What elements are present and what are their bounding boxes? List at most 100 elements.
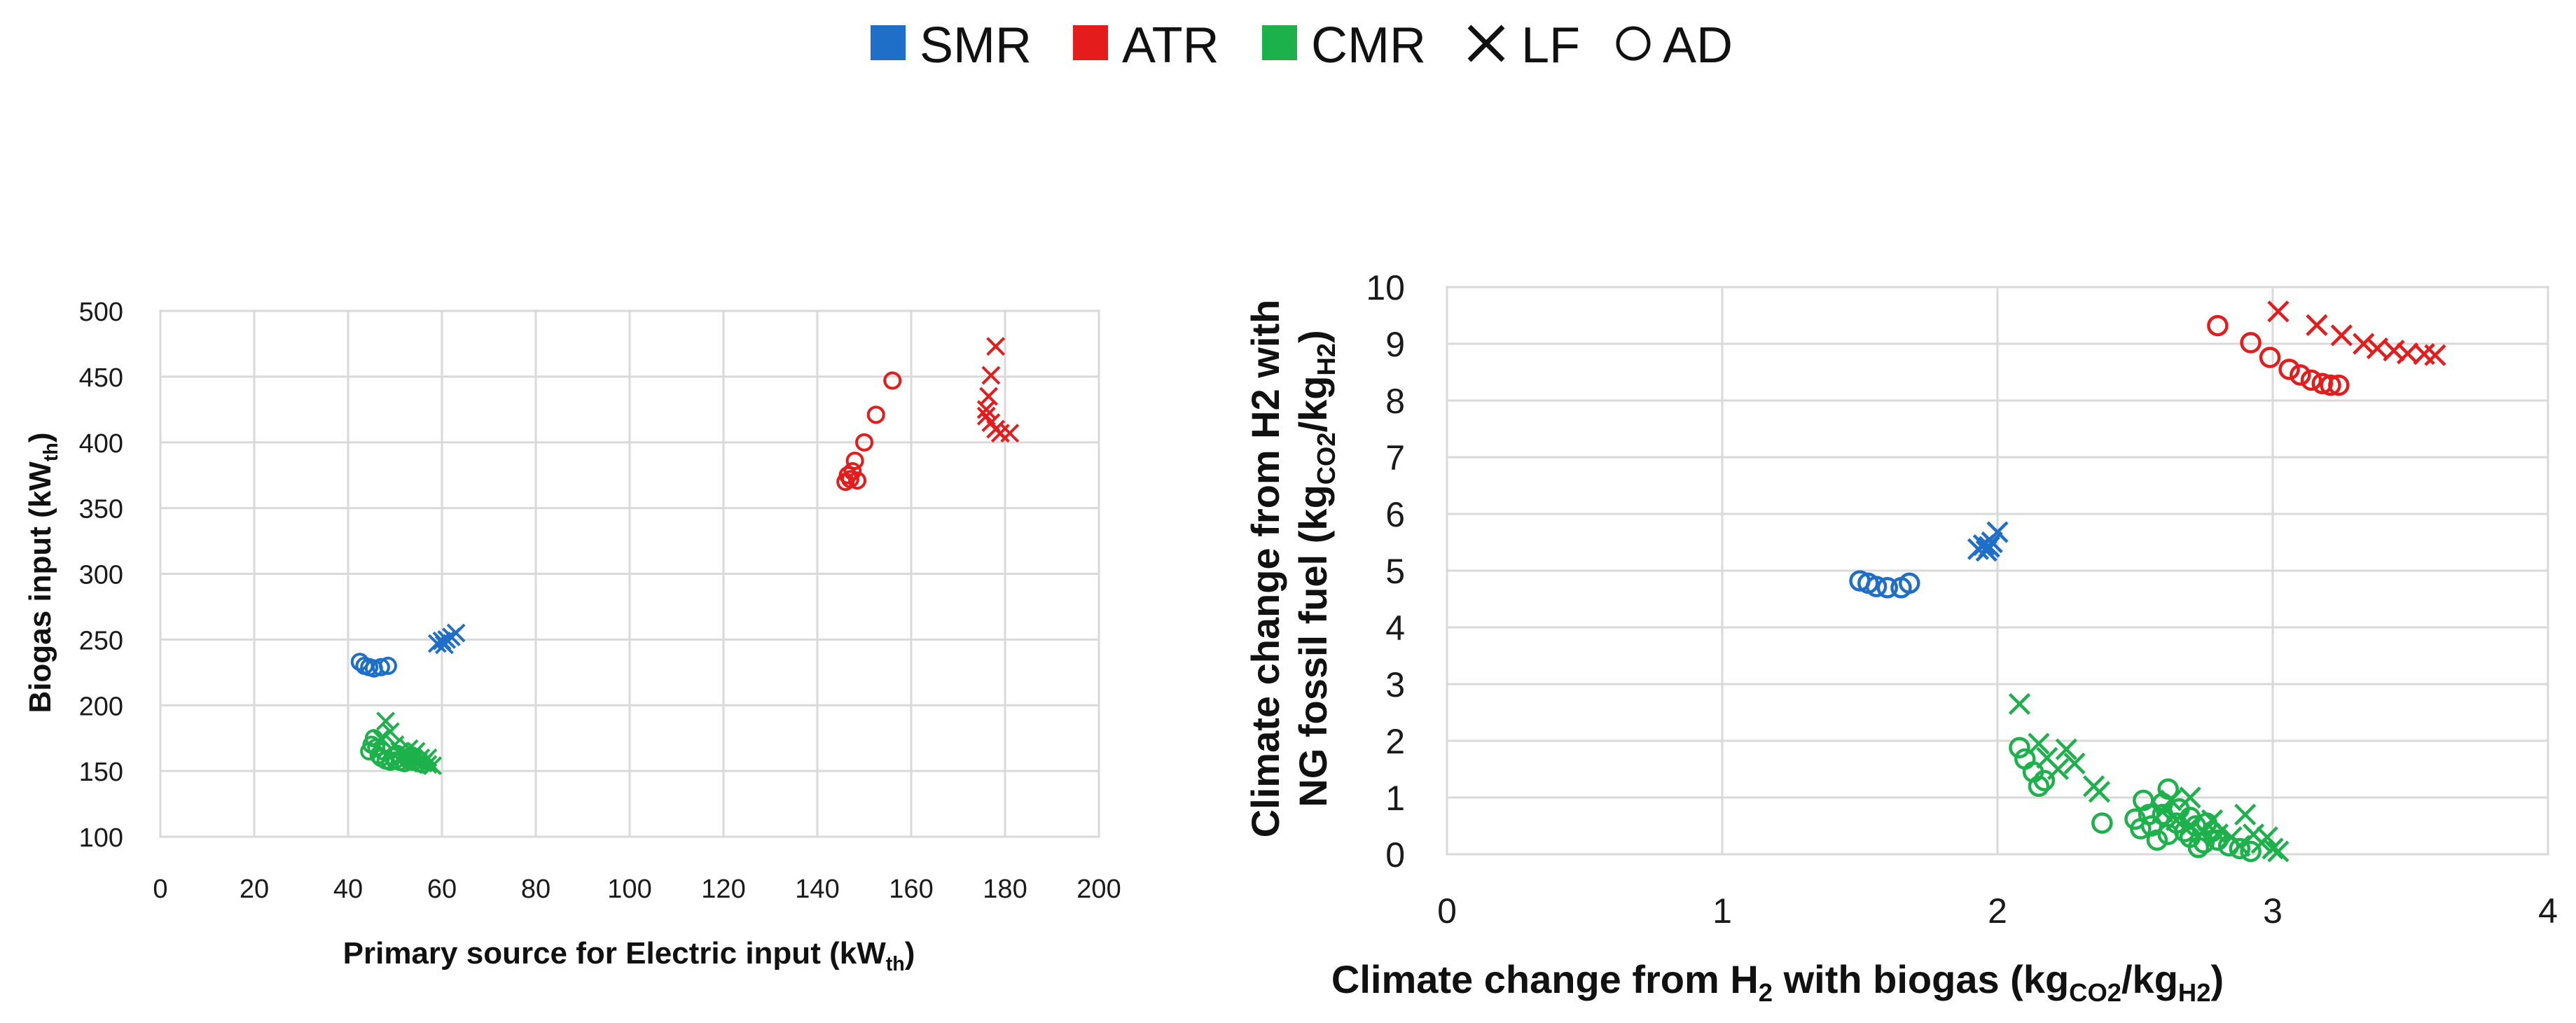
chart1-x-tick-label: 20 xyxy=(240,875,269,904)
point-atr-ad xyxy=(2278,359,2300,380)
point-atr-ad xyxy=(2240,332,2262,354)
point-cmr-lf xyxy=(2008,693,2031,715)
point-cmr-lf xyxy=(2028,732,2050,755)
point-atr-lf xyxy=(976,400,996,419)
point-atr-ad xyxy=(2300,369,2322,391)
chart1-tick-labels: 0 20 40 60 80 100 120 140 160 180 200 100 150 200 250 3… xyxy=(79,298,1121,904)
point-smr-ad xyxy=(1865,576,1888,597)
chart1-y-tick-label: 500 xyxy=(79,298,123,327)
chart1-y-tick-label: 100 xyxy=(79,823,123,853)
point-smr-lf xyxy=(427,634,447,653)
cross-icon xyxy=(1467,25,1505,62)
point-cmr-ad xyxy=(2133,789,2154,812)
chart1-x-tick-label: 40 xyxy=(333,875,363,904)
point-atr-lf xyxy=(2330,324,2353,347)
atr-legend-label: ATR xyxy=(1122,18,1219,74)
point-atr-ad xyxy=(2290,364,2311,386)
point-atr-ad xyxy=(845,452,864,471)
point-cmr-lf xyxy=(2179,814,2201,837)
chart2-y-axis-label-line1: Climate change from H2 with xyxy=(1243,300,1287,838)
point-cmr-lf xyxy=(2159,789,2182,812)
point-cmr-ad xyxy=(2146,829,2168,851)
smr-legend-label: SMR xyxy=(920,18,1032,74)
point-smr-lf xyxy=(1986,521,2009,543)
point-atr-lf xyxy=(981,366,1001,385)
chart2-x-tick-label: 1 xyxy=(1712,891,1732,931)
point-cmr-lf xyxy=(399,739,419,758)
chart1-x-tick-label: 200 xyxy=(1076,875,1121,904)
chart2-y-axis-label-line2: NG fossil fuel (kgCO2/kgH2) xyxy=(1291,330,1341,807)
cmr-legend-label: CMR xyxy=(1311,18,1426,74)
chart1-y-tick-label: 150 xyxy=(79,758,123,787)
point-cmr-lf xyxy=(2179,786,2201,809)
ad-legend-label: AD xyxy=(1663,18,1733,74)
legend-item-ad: AD xyxy=(1616,18,1733,74)
point-atr-ad xyxy=(2328,374,2350,396)
chart1-y-tick-label: 350 xyxy=(79,495,123,524)
chart2-x-tick-label: 2 xyxy=(1988,891,2007,931)
smr-legend-swatch xyxy=(871,25,906,60)
point-cmr-ad xyxy=(2033,770,2056,791)
point-smr-ad xyxy=(350,653,369,671)
point-cmr-lf xyxy=(380,722,400,742)
chart1-x-tick-label: 180 xyxy=(983,875,1027,904)
chart1-x-tick-label: 80 xyxy=(521,875,550,904)
chart1-x-tick-label: 160 xyxy=(889,875,933,904)
chart2-x-axis-label: Climate change from H2 with biogas (kgCO… xyxy=(1331,957,2224,1007)
point-atr-lf xyxy=(2424,344,2446,366)
chart2-y-tick-label: 10 xyxy=(1366,268,1405,307)
point-cmr-ad xyxy=(2240,840,2262,863)
chart-biogas-vs-electric: 0 20 40 60 80 100 120 140 160 180 200 100 150 200 250 3… xyxy=(23,298,1121,975)
point-cmr-lf xyxy=(371,728,391,748)
point-cmr-ad xyxy=(2229,837,2251,860)
point-cmr-lf xyxy=(2262,837,2284,860)
point-cmr-ad xyxy=(2091,812,2113,834)
point-atr-ad xyxy=(2320,374,2341,396)
point-cmr-lf xyxy=(2088,781,2111,803)
point-atr-ad xyxy=(2259,347,2281,368)
point-cmr-lf xyxy=(2267,840,2290,863)
chart1-y-axis-label: Biogas input (kWth) xyxy=(23,433,62,714)
point-smr-ad xyxy=(378,656,397,675)
point-cmr-lf xyxy=(2055,738,2077,760)
legend-item-cmr: CMR xyxy=(1262,18,1426,74)
point-cmr-lf xyxy=(2234,803,2257,826)
chart1-points xyxy=(350,337,1020,776)
point-atr-ad xyxy=(866,405,885,424)
chart2-tick-labels: 0 1 2 3 4 0 1 2 3 4 5 6 7 8 9 10 xyxy=(1366,268,2558,931)
chart2-y-tick-label: 7 xyxy=(1385,438,1405,478)
chart2-y-tick-label: 4 xyxy=(1385,608,1405,648)
chart2-y-tick-label: 0 xyxy=(1385,835,1405,875)
point-cmr-ad xyxy=(2140,815,2163,837)
chart2-x-tick-label: 4 xyxy=(2538,891,2558,931)
point-atr-lf xyxy=(1000,424,1020,443)
chart2-gridlines xyxy=(1446,286,2549,856)
chart2-y-tick-label: 6 xyxy=(1385,495,1405,534)
chart1-y-tick-label: 450 xyxy=(79,363,123,393)
chart1-x-tick-label: 120 xyxy=(701,875,745,904)
point-atr-ad xyxy=(838,466,857,485)
point-cmr-lf xyxy=(376,711,396,731)
atr-legend-swatch xyxy=(1073,25,1108,60)
point-atr-ad xyxy=(855,433,873,452)
chart1-x-tick-label: 0 xyxy=(153,875,167,904)
chart1-y-tick-label: 300 xyxy=(79,561,123,590)
point-cmr-ad xyxy=(374,742,393,760)
point-smr-lf xyxy=(437,629,457,649)
point-cmr-lf xyxy=(2201,809,2224,831)
chart1-gridlines xyxy=(159,309,1100,838)
point-cmr-lf xyxy=(2256,826,2278,849)
point-atr-lf xyxy=(990,424,1010,443)
chart-climate-change: 0 1 2 3 4 0 1 2 3 4 5 6 7 8 9 10 Climate change from H2… xyxy=(1243,268,2558,1007)
legend-item-smr: SMR xyxy=(871,18,1032,74)
point-atr-ad xyxy=(843,462,862,481)
point-smr-ad xyxy=(371,657,390,676)
point-atr-lf xyxy=(2396,342,2419,365)
point-atr-lf xyxy=(986,337,1006,356)
chart2-x-tick-label: 0 xyxy=(1437,891,1457,931)
point-cmr-lf xyxy=(2047,758,2070,781)
lf-legend-label: LF xyxy=(1521,18,1580,74)
point-atr-lf xyxy=(2306,314,2328,336)
chart2-y-tick-label: 3 xyxy=(1385,665,1405,704)
